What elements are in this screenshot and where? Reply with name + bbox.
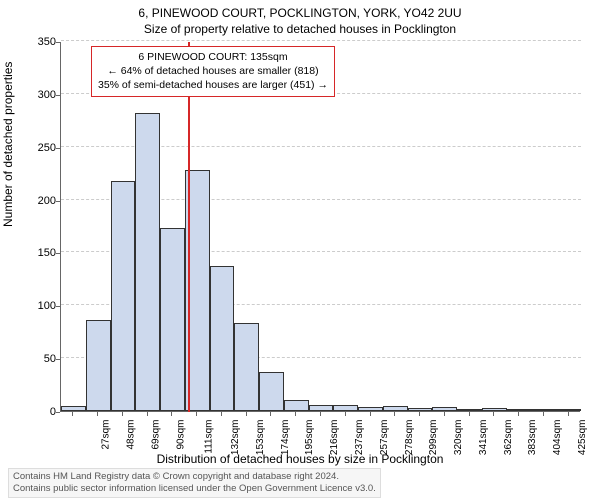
y-tick-label: 50 xyxy=(16,353,56,365)
bar xyxy=(556,409,581,411)
x-tick-mark xyxy=(444,412,445,416)
bar xyxy=(408,408,433,411)
x-tick-label: 362sqm xyxy=(503,420,514,456)
x-tick-mark xyxy=(469,412,470,416)
bar xyxy=(531,409,556,411)
x-tick-label: 278sqm xyxy=(404,420,415,456)
x-tick-mark xyxy=(97,412,98,416)
annotation-line1: 6 PINEWOOD COURT: 135sqm xyxy=(98,50,328,64)
annotation-line3: 35% of semi-detached houses are larger (… xyxy=(98,78,328,92)
x-tick-label: 404sqm xyxy=(552,420,563,456)
bar xyxy=(86,320,111,411)
x-tick-mark xyxy=(122,412,123,416)
bar xyxy=(111,181,136,411)
x-tick-mark xyxy=(543,412,544,416)
bar xyxy=(61,406,86,411)
x-tick-mark xyxy=(171,412,172,416)
footer-line1: Contains HM Land Registry data © Crown c… xyxy=(13,471,376,483)
bar xyxy=(135,113,160,411)
bar xyxy=(309,405,334,411)
y-tick-label: 0 xyxy=(16,406,56,418)
y-tick-label: 150 xyxy=(16,247,56,259)
bar xyxy=(482,408,507,411)
bar xyxy=(234,323,259,411)
x-tick-mark xyxy=(246,412,247,416)
x-tick-mark xyxy=(394,412,395,416)
x-tick-mark xyxy=(518,412,519,416)
x-tick-label: 153sqm xyxy=(255,420,266,456)
x-axis-label: Distribution of detached houses by size … xyxy=(0,452,600,466)
bar xyxy=(259,372,284,411)
bar xyxy=(507,409,532,411)
y-tick-label: 250 xyxy=(16,142,56,154)
bar xyxy=(210,266,235,411)
histogram-chart: 6, PINEWOOD COURT, POCKLINGTON, YORK, YO… xyxy=(0,0,600,500)
x-tick-mark xyxy=(221,412,222,416)
x-tick-label: 299sqm xyxy=(428,420,439,456)
x-tick-label: 237sqm xyxy=(354,420,365,456)
x-tick-label: 90sqm xyxy=(175,420,186,450)
x-tick-mark xyxy=(345,412,346,416)
y-tick-mark xyxy=(56,412,60,413)
chart-title-line1: 6, PINEWOOD COURT, POCKLINGTON, YORK, YO… xyxy=(0,6,600,20)
bar xyxy=(383,406,408,411)
bar xyxy=(284,400,309,411)
bar xyxy=(457,409,482,411)
y-tick-label: 300 xyxy=(16,89,56,101)
x-tick-mark xyxy=(72,412,73,416)
x-tick-mark xyxy=(295,412,296,416)
grid-line xyxy=(61,40,581,41)
x-tick-label: 257sqm xyxy=(379,420,390,456)
plot-area: 6 PINEWOOD COURT: 135sqm ← 64% of detach… xyxy=(60,42,580,412)
x-tick-mark xyxy=(419,412,420,416)
footer-attribution: Contains HM Land Registry data © Crown c… xyxy=(8,468,381,498)
footer-line2: Contains public sector information licen… xyxy=(13,483,376,495)
bar xyxy=(333,405,358,411)
x-tick-mark xyxy=(370,412,371,416)
y-tick-label: 350 xyxy=(16,36,56,48)
x-tick-mark xyxy=(270,412,271,416)
y-tick-label: 100 xyxy=(16,300,56,312)
x-tick-label: 174sqm xyxy=(280,420,291,456)
x-tick-label: 48sqm xyxy=(126,420,137,450)
x-tick-label: 216sqm xyxy=(329,420,340,456)
y-axis-label: Number of detached properties xyxy=(1,62,15,227)
annotation-line2: ← 64% of detached houses are smaller (81… xyxy=(98,64,328,78)
x-tick-mark xyxy=(320,412,321,416)
y-tick-label: 200 xyxy=(16,195,56,207)
chart-title-line2: Size of property relative to detached ho… xyxy=(0,22,600,36)
x-tick-label: 111sqm xyxy=(204,420,215,454)
x-tick-mark xyxy=(493,412,494,416)
bar xyxy=(160,228,185,411)
x-tick-label: 341sqm xyxy=(478,420,489,456)
x-tick-label: 383sqm xyxy=(527,420,538,456)
x-tick-label: 27sqm xyxy=(101,420,112,450)
bar xyxy=(432,407,457,411)
x-tick-label: 320sqm xyxy=(453,420,464,456)
x-tick-mark xyxy=(196,412,197,416)
x-tick-mark xyxy=(147,412,148,416)
marker-line xyxy=(188,42,190,412)
x-tick-mark xyxy=(568,412,569,416)
bar xyxy=(358,407,383,411)
x-tick-label: 425sqm xyxy=(577,420,588,456)
annotation-box: 6 PINEWOOD COURT: 135sqm ← 64% of detach… xyxy=(91,46,335,97)
x-tick-label: 69sqm xyxy=(150,420,161,450)
x-tick-label: 132sqm xyxy=(230,420,241,456)
x-tick-label: 195sqm xyxy=(305,420,316,456)
